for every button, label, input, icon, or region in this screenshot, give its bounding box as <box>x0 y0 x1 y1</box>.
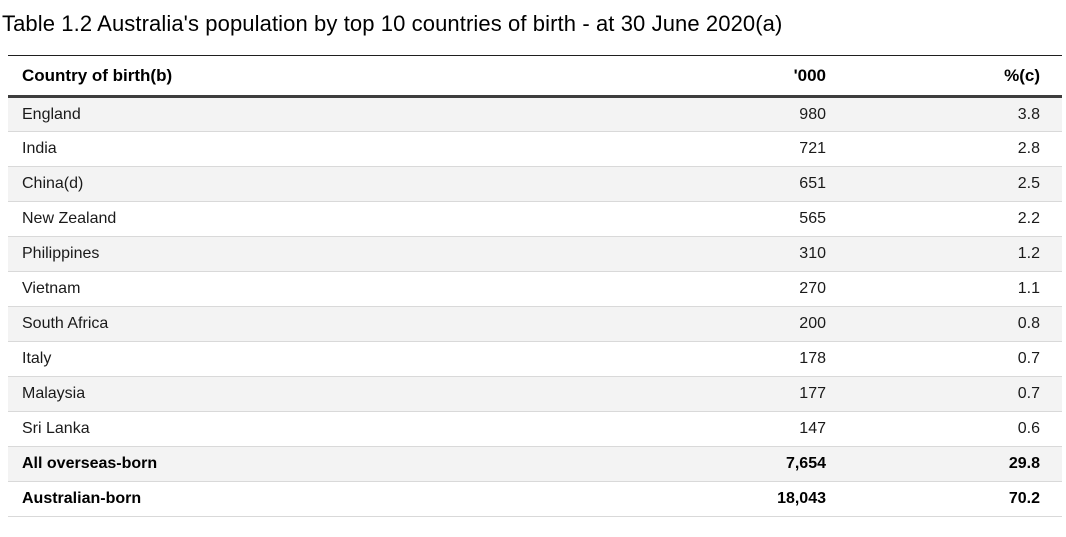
cell-country: Sri Lanka <box>22 420 90 437</box>
cell-thousands: 178 <box>799 350 826 367</box>
page: Table 1.2 Australia's population by top … <box>0 9 1066 517</box>
cell-percent: 29.8 <box>1008 455 1040 472</box>
population-table: Country of birth(b) '000 %(c) England 98… <box>8 55 1062 517</box>
cell-country: Vietnam <box>22 280 81 297</box>
cell-country: Italy <box>22 350 52 367</box>
cell-thousands: 565 <box>799 210 826 227</box>
cell-country: Philippines <box>22 245 100 262</box>
cell-thousands: 177 <box>799 385 826 402</box>
table-row: Vietnam 270 1.1 <box>8 272 1062 307</box>
cell-country: India <box>22 140 57 157</box>
cell-thousands: 147 <box>799 420 826 437</box>
cell-percent: 0.6 <box>1017 420 1040 437</box>
cell-percent: 1.1 <box>1017 280 1040 297</box>
table-row: All overseas-born 7,654 29.8 <box>8 446 1062 482</box>
cell-percent: 2.5 <box>1017 175 1040 192</box>
cell-thousands: 18,043 <box>777 490 826 507</box>
table-row: Italy 178 0.7 <box>8 342 1062 377</box>
table-row: England 980 3.8 <box>8 96 1062 132</box>
page-title: Table 1.2 Australia's population by top … <box>2 11 783 36</box>
cell-country: All overseas-born <box>22 455 158 472</box>
table-row: Sri Lanka 147 0.6 <box>8 412 1062 447</box>
cell-country: England <box>22 105 81 123</box>
header-thousands: '000 <box>793 65 826 85</box>
cell-country: Australian-born <box>22 490 142 507</box>
cell-country: New Zealand <box>22 210 117 227</box>
cell-thousands: 270 <box>799 280 826 297</box>
table-body: England 980 3.8 India 721 2.8 China(d) 6… <box>8 96 1062 517</box>
cell-thousands: 651 <box>799 175 826 192</box>
table-header: Country of birth(b) '000 %(c) <box>8 55 1062 97</box>
table-row: China(d) 651 2.5 <box>8 166 1062 202</box>
cell-percent: 1.2 <box>1017 245 1040 262</box>
cell-thousands: 721 <box>799 140 826 157</box>
cell-percent: 70.2 <box>1008 490 1040 507</box>
table-row: New Zealand 565 2.2 <box>8 202 1062 237</box>
header-percent: %(c) <box>1004 65 1040 85</box>
header-country-of-birth: Country of birth(b) <box>22 65 173 85</box>
cell-thousands: 7,654 <box>785 455 826 472</box>
table-row: Malaysia 177 0.7 <box>8 376 1062 412</box>
cell-percent: 2.2 <box>1017 210 1040 227</box>
cell-percent: 0.7 <box>1017 385 1040 402</box>
table-row: Australian-born 18,043 70.2 <box>8 482 1062 517</box>
table-row: South Africa 200 0.8 <box>8 306 1062 342</box>
cell-country: Malaysia <box>22 385 86 402</box>
cell-percent: 2.8 <box>1017 140 1040 157</box>
cell-thousands: 980 <box>799 105 826 123</box>
cell-thousands: 200 <box>799 315 826 332</box>
cell-percent: 0.8 <box>1017 315 1040 332</box>
cell-country: China(d) <box>22 175 84 192</box>
cell-percent: 0.7 <box>1017 350 1040 367</box>
table-row: India 721 2.8 <box>8 132 1062 167</box>
table-row: Philippines 310 1.2 <box>8 236 1062 272</box>
cell-country: South Africa <box>22 315 109 332</box>
cell-percent: 3.8 <box>1017 105 1040 123</box>
header-row: Country of birth(b) '000 %(c) <box>8 55 1062 97</box>
cell-thousands: 310 <box>799 245 826 262</box>
